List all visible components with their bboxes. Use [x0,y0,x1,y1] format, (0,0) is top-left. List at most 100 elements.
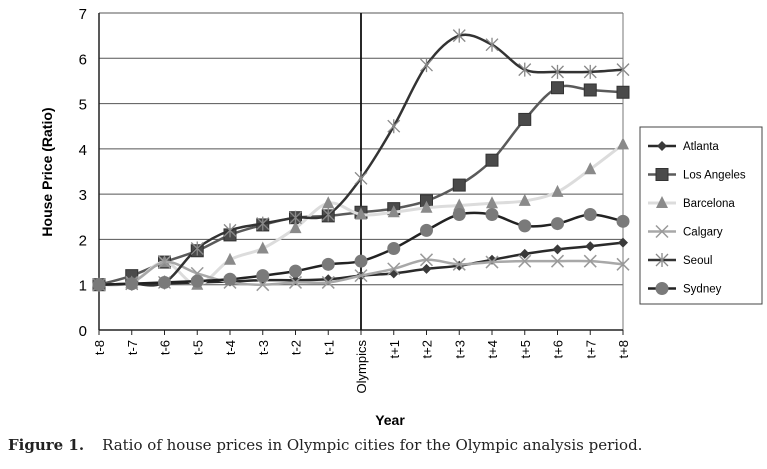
series-group [92,28,630,292]
x-tick-label: t-1 [321,340,336,355]
triangle-marker [224,252,236,265]
x-marker [452,257,466,271]
x-tick-label: t-8 [92,340,107,355]
x-marker [518,254,532,268]
legend-label: Los Angeles [683,170,746,182]
triangle-marker [551,184,564,197]
square-marker [452,178,466,192]
star-marker [583,64,597,79]
star-marker [616,62,630,77]
x-tick-label: t+4 [485,340,500,358]
triangle-marker [453,198,466,211]
x-marker [354,269,368,283]
circle-marker [125,277,139,291]
x-tick-label: Olympics [354,340,369,394]
circle-marker [223,272,237,286]
circle-marker [190,274,204,288]
circle-marker [551,217,564,231]
y-tick-label: 3 [79,187,87,204]
x-tick-label: t+2 [420,340,435,358]
legend-label: Sydney [683,284,722,296]
x-marker [157,255,172,269]
star-marker [452,28,466,43]
y-tick-label: 2 [79,232,87,249]
figure-caption: Figure 1. Ratio of house prices in Olympi… [8,436,642,454]
square-marker [485,153,499,167]
x-tick-label: t+3 [452,340,467,358]
x-tick-label: t+5 [518,340,533,358]
x-tick-label: t+6 [551,340,566,358]
caption-text: Ratio of house prices in Olympic cities … [102,436,643,454]
diamond-marker [519,248,530,259]
circle-marker [583,208,597,222]
star-marker [420,58,433,73]
square-marker [518,112,532,126]
star-marker [655,253,669,267]
series-calgary [92,253,630,292]
x-marker [288,275,303,289]
square-marker [551,81,564,95]
circle-marker [616,214,630,228]
circle-marker [92,278,106,292]
triangle-marker [656,196,668,208]
y-tick-label: 0 [79,323,87,340]
diamond-marker [618,237,628,248]
circle-marker [420,223,433,237]
star-marker [289,210,302,225]
circle-marker [655,282,669,295]
legend-label: Atlanta [683,141,719,153]
series-sydney [92,208,630,292]
triangle-marker [584,162,597,175]
y-tick-label: 5 [79,97,87,114]
x-tick-label: t+7 [583,340,598,358]
x-marker [321,275,335,289]
star-marker [518,62,532,77]
y-tick-label: 7 [79,6,87,23]
legend-box [639,126,763,305]
diamond-marker [657,141,667,151]
x-tick-label: t-3 [256,340,271,355]
star-marker [190,241,204,256]
star-marker [387,119,401,134]
triangle-marker [420,200,433,213]
star-marker [256,216,270,231]
circle-marker [354,254,368,268]
triangle-marker [518,193,531,206]
triangle-marker [256,241,269,254]
star-marker [551,64,564,79]
circle-marker [158,275,171,289]
star-marker [354,171,368,186]
x-tick-label: t-5 [190,340,205,355]
x-marker [550,254,565,268]
x-marker [655,224,669,239]
triangle-marker [486,196,498,209]
x-marker [583,254,597,268]
star-marker [321,207,335,222]
square-marker [583,83,597,97]
y-tick-label: 6 [79,51,87,68]
circle-marker [452,208,466,222]
x-marker [616,257,630,271]
triangle-marker [387,205,400,218]
circle-marker [289,264,302,278]
triangle-marker [322,196,335,209]
x-marker [419,253,434,267]
x-marker [485,255,499,269]
y-tick-label: 1 [79,278,87,295]
triangle-marker [289,221,302,234]
legend-label: Calgary [683,227,723,239]
square-marker [616,85,630,99]
x-axis-label: Year [375,412,405,428]
legend: Atlanta Los Angeles Barcelona Calgary Seoul S… [639,126,763,305]
diamond-marker [585,241,596,252]
axes: 0 1 2 3 4 5 6 7 t-8 t-7 t-6 t-5 t-4 t-3 t-2 t-1 Olympics… [79,6,631,393]
x-tick-label: t-2 [289,340,304,355]
x-tick-label: t+1 [387,340,402,358]
circle-marker [485,208,499,222]
diamond-marker [454,260,465,271]
y-axis-label: House Price (Ratio) [39,107,55,236]
x-tick-label: t+8 [616,340,631,358]
triangle-marker [355,207,367,220]
circle-marker [321,257,335,271]
star-marker [485,37,499,52]
